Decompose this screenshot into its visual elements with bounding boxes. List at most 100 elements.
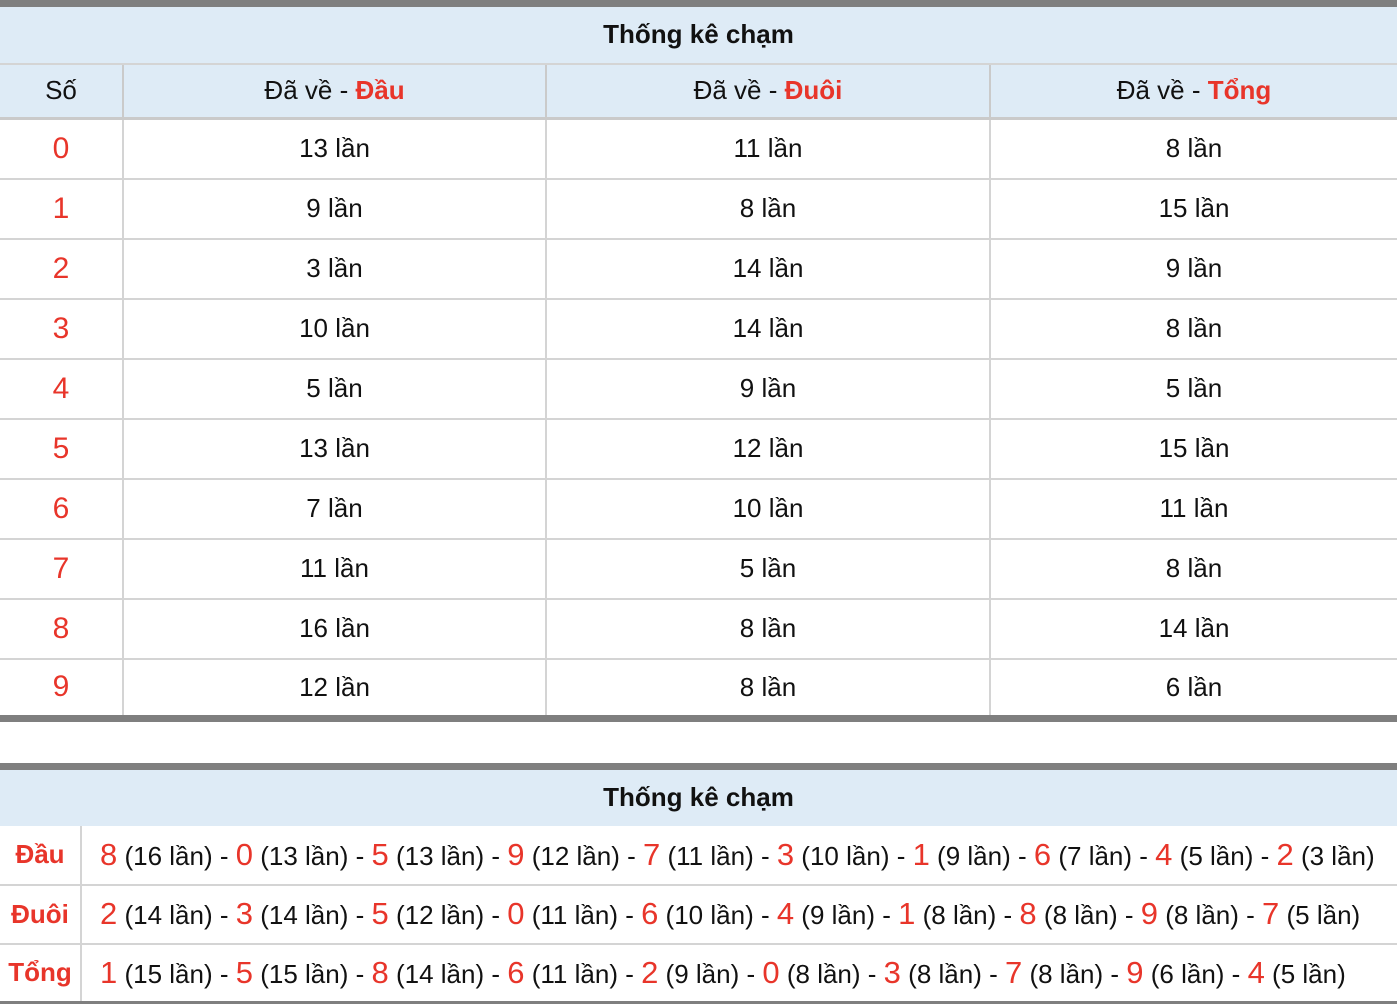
count: 11 lần xyxy=(540,958,610,989)
digit: 1 xyxy=(100,954,118,990)
cell-so: 1 xyxy=(0,178,124,240)
count: 12 lần xyxy=(540,840,612,871)
count: 8 lần xyxy=(795,958,852,989)
table-row: 9 12 lần 8 lần 6 lần xyxy=(0,658,1397,719)
cell-duoi: 8 lần xyxy=(546,598,991,660)
digit: 1 xyxy=(912,836,930,872)
cell-so: 5 xyxy=(0,418,124,480)
table-row: Đuôi 2 (14 lần) - 3 (14 lần) - 5 (12 lần)… xyxy=(0,884,1397,945)
touch-stats-table: Thống kê chạm Số Đã về - Đầu Đã về - Đuô… xyxy=(0,0,1397,722)
touch-ranking-table: Thống kê chạm Đầu 8 (16 lần) - 0 (13 lần)… xyxy=(0,763,1397,1004)
cell-duoi: 8 lần xyxy=(546,178,991,240)
digit: 3 xyxy=(883,954,901,990)
digit: 3 xyxy=(776,836,795,872)
digit: 0 xyxy=(762,954,780,990)
cell-duoi: 14 lần xyxy=(546,298,991,360)
count: 8 lần xyxy=(1038,958,1095,989)
digit: 1 xyxy=(898,896,916,931)
table-title: Thống kê chạm xyxy=(0,3,1397,65)
cell-tong: 9 lần xyxy=(990,238,1397,300)
table-row: Đầu 8 (16 lần) - 0 (13 lần) - 5 (13 lần) … xyxy=(0,825,1397,886)
count: 15 lần xyxy=(133,958,204,989)
header-dau: Đã về - Đầu xyxy=(123,63,547,120)
cell-so: 4 xyxy=(0,358,124,420)
table-row: 8 16 lần 8 lần 14 lần xyxy=(0,598,1397,660)
count: 5 lần xyxy=(1188,840,1245,871)
header-duoi: Đã về - Đuôi xyxy=(546,63,991,120)
digit: 7 xyxy=(643,836,661,872)
cell-dau: 12 lần xyxy=(123,658,547,719)
cell-dau: 16 lần xyxy=(123,598,547,660)
table-row: Tổng 1 (15 lần) - 5 (15 lần) - 8 (14 lần)… xyxy=(0,943,1397,1003)
cell-so: 0 xyxy=(0,118,124,180)
count: 5 lần xyxy=(1295,900,1352,930)
count: 7 lần xyxy=(1067,840,1124,871)
digit: 2 xyxy=(641,954,659,990)
digit: 2 xyxy=(1276,836,1294,872)
cell-duoi: 10 lần xyxy=(546,478,991,540)
cell-so: 6 xyxy=(0,478,124,540)
digit: 7 xyxy=(1004,954,1023,990)
count: 8 lần xyxy=(916,958,974,989)
cell-so: 8 xyxy=(0,598,124,660)
digit: 6 xyxy=(641,896,659,931)
digit: 4 xyxy=(1247,954,1265,990)
digit: 4 xyxy=(776,896,795,931)
digit: 5 xyxy=(371,836,389,872)
cell-dau: 13 lần xyxy=(123,118,547,180)
header-so: Số xyxy=(0,63,124,120)
count: 6 lần xyxy=(1159,958,1216,989)
digit: 9 xyxy=(1140,896,1158,931)
digit: 9 xyxy=(1126,954,1144,990)
cell-so: 3 xyxy=(0,298,124,360)
digit: 3 xyxy=(235,896,253,931)
cell-tong: 8 lần xyxy=(990,118,1397,180)
cell-dau: 5 lần xyxy=(123,358,547,420)
count: 3 lần xyxy=(1309,840,1366,871)
digit: 0 xyxy=(507,896,525,931)
row-label: Tổng xyxy=(0,943,82,1003)
cell-so: 9 xyxy=(0,658,124,719)
count: 10 lần xyxy=(674,900,746,930)
count: 8 lần xyxy=(1052,900,1109,930)
count: 13 lần xyxy=(268,840,340,871)
cell-dau: 9 lần xyxy=(123,178,547,240)
cell-duoi: 12 lần xyxy=(546,418,991,480)
digit: 6 xyxy=(507,954,525,990)
cell-duoi: 9 lần xyxy=(546,358,991,420)
cell-duoi: 14 lần xyxy=(546,238,991,300)
cell-tong: 8 lần xyxy=(990,538,1397,600)
cell-dau: 10 lần xyxy=(123,298,547,360)
count: 9 lần xyxy=(674,958,731,989)
count: 13 lần xyxy=(404,840,476,871)
digit: 0 xyxy=(235,836,253,872)
table-row: 0 13 lần 11 lần 8 lần xyxy=(0,118,1397,180)
cell-dau: 11 lần xyxy=(123,538,547,600)
count: 10 lần xyxy=(809,840,881,871)
cell-tong: 15 lần xyxy=(990,178,1397,240)
cell-tong: 14 lần xyxy=(990,598,1397,660)
cell-dau: 3 lần xyxy=(123,238,547,300)
cell-tong: 11 lần xyxy=(990,478,1397,540)
count: 16 lần xyxy=(133,840,204,871)
ranking-sequence: 1 (15 lần) - 5 (15 lần) - 8 (14 lần) - 6… xyxy=(100,954,1346,990)
count: 14 lần xyxy=(404,958,476,989)
cell-tong: 5 lần xyxy=(990,358,1397,420)
cell-dau: 7 lần xyxy=(123,478,547,540)
ranking-sequence: 2 (14 lần) - 3 (14 lần) - 5 (12 lần) - 0… xyxy=(81,884,1397,945)
digit: 9 xyxy=(507,836,525,872)
cell-so: 2 xyxy=(0,238,124,300)
cell-so: 7 xyxy=(0,538,124,600)
count: 9 lần xyxy=(945,840,1003,871)
digit: 6 xyxy=(1033,836,1052,872)
table-row: 3 10 lần 14 lần 8 lần xyxy=(0,298,1397,360)
cell-tong: 8 lần xyxy=(990,298,1397,360)
digit: 5 xyxy=(371,896,389,931)
count: 9 lần xyxy=(809,900,867,930)
ranking-sequence: 8 (16 lần) - 0 (13 lần) - 5 (13 lần) - 9… xyxy=(81,825,1397,886)
cell-dau: 13 lần xyxy=(123,418,547,480)
